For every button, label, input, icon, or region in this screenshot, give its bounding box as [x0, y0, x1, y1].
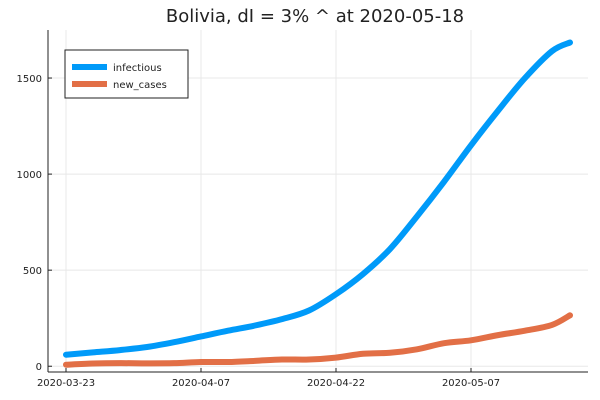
y-tick-label: 1000 — [17, 170, 42, 181]
chart-title: Bolivia, dI = 3% ^ at 2020-05-18 — [166, 6, 464, 27]
series-lines — [63, 39, 573, 368]
axes: 2020-03-23 2020-04-07 2020-04-22 2020-05-07… — [17, 30, 588, 389]
legend: infectious new_cases — [64, 49, 189, 99]
x-tick-label: 2020-04-07 — [172, 378, 230, 389]
y-tick-label: 0 — [36, 362, 42, 373]
series-line-infectious — [63, 39, 573, 358]
legend-label-infectious: infectious — [113, 63, 162, 74]
legend-label-new-cases: new_cases — [113, 80, 167, 91]
series-line-new-cases — [63, 312, 573, 368]
legend-box — [64, 49, 189, 99]
x-tick-label: 2020-05-07 — [442, 378, 500, 389]
y-tick-label: 1500 — [17, 74, 42, 85]
y-tick-label: 500 — [23, 266, 42, 277]
x-tick-label: 2020-03-23 — [37, 378, 95, 389]
x-tick-label: 2020-04-22 — [307, 378, 365, 389]
